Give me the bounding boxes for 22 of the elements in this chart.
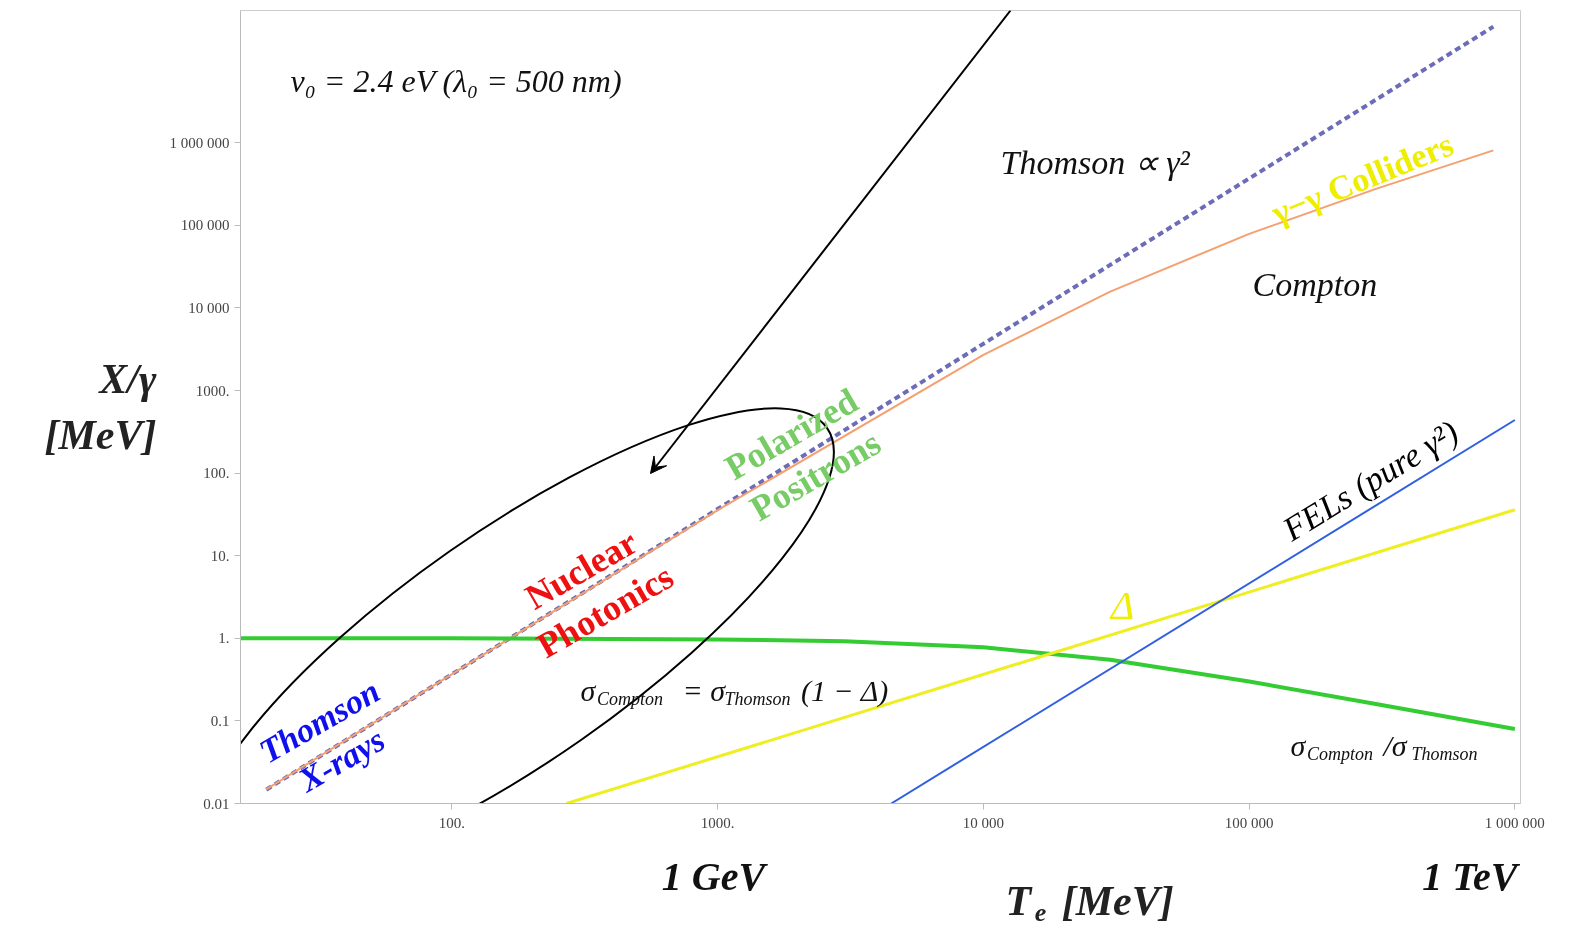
y-tick-label: 100. bbox=[203, 465, 230, 482]
x-tick-label: 1 000 000 bbox=[1484, 814, 1545, 831]
series-label: Thomson ∝ γ² bbox=[1000, 144, 1191, 181]
x-tick-label: 100 000 bbox=[1224, 814, 1274, 831]
series-label: Compton bbox=[1252, 266, 1378, 303]
y-axis-title: X/γ [MeV] bbox=[44, 356, 158, 458]
text: 1 GeV bbox=[661, 854, 769, 899]
y-tick-label: 0.01 bbox=[203, 795, 230, 812]
series-label: Δ bbox=[1108, 583, 1135, 628]
y-tick-label: 1. bbox=[218, 630, 230, 647]
x-tick-label: 100. bbox=[438, 814, 466, 831]
x-tick-label: 10 000 bbox=[962, 814, 1005, 831]
x-tick-label: 1000. bbox=[700, 814, 735, 831]
y-tick-label: 10 000 bbox=[188, 299, 230, 316]
y-tick-label: 1000. bbox=[195, 382, 230, 399]
y-tick-label: 10. bbox=[210, 547, 230, 564]
y-tick-label: 0.1 bbox=[210, 712, 230, 729]
text: FELs (pure γ²) bbox=[1275, 413, 1466, 550]
y-tick-label: 1 000 000 bbox=[169, 134, 230, 151]
annotation: ν₀ = 2.4 eV (λ₀ = 500 nm) bbox=[290, 62, 622, 99]
text: 1 TeV bbox=[1422, 854, 1521, 899]
y-tick-label: 100 000 bbox=[180, 217, 230, 234]
